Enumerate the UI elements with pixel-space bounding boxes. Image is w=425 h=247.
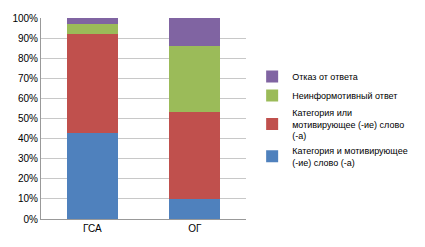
svg-text:40%: 40% [18, 133, 38, 144]
svg-text:90%: 90% [18, 33, 38, 44]
svg-text:70%: 70% [18, 73, 38, 84]
svg-text:20%: 20% [18, 173, 38, 184]
svg-text:Неинформотивный ответ: Неинформотивный ответ [292, 91, 397, 101]
svg-text:ОГ: ОГ [188, 223, 202, 234]
svg-text:Категория и мотивирующее(-ие): Категория и мотивирующее(-ие) слово (-а) [292, 146, 408, 168]
svg-text:10%: 10% [18, 193, 38, 204]
svg-text:60%: 60% [18, 93, 38, 104]
svg-text:80%: 80% [18, 53, 38, 64]
svg-text:Категория илимотивирующее (-ие: Категория илимотивирующее (-ие) слово(-а… [292, 108, 404, 141]
svg-text:0%: 0% [24, 214, 39, 225]
svg-text:50%: 50% [18, 113, 38, 124]
svg-text:30%: 30% [18, 153, 38, 164]
svg-text:ГСА: ГСА [83, 223, 102, 234]
svg-text:Отказ от ответа: Отказ от ответа [292, 72, 358, 82]
svg-text:100%: 100% [12, 13, 38, 24]
